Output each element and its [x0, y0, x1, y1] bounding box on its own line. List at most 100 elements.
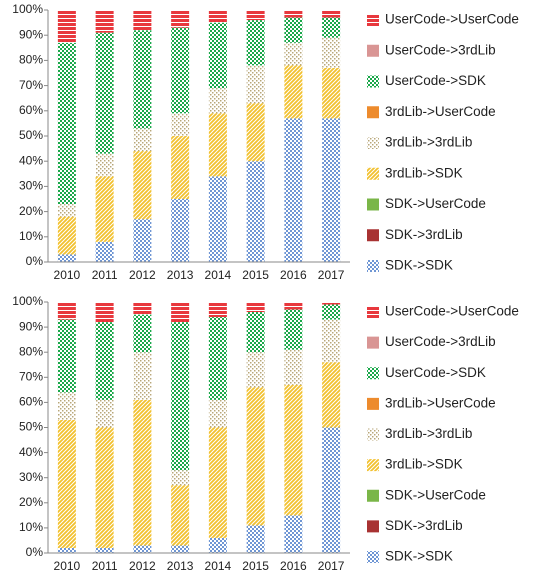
bar-segment — [57, 254, 76, 262]
bar-segment — [208, 302, 227, 318]
bar-segment — [284, 65, 303, 119]
bar-segment — [208, 113, 227, 177]
legend-swatch — [367, 336, 379, 349]
bar-segment — [133, 545, 152, 553]
x-tick-label: 2012 — [129, 559, 156, 573]
legend-label: 3rdLib->SDK — [385, 165, 463, 180]
bar-segment — [57, 42, 76, 205]
bar-segment — [57, 419, 76, 548]
bar-segment — [284, 309, 303, 350]
x-tick-label: 2013 — [167, 559, 194, 573]
legend-swatch — [367, 459, 379, 472]
x-tick-label: 2014 — [205, 559, 232, 573]
bar-segment — [133, 302, 152, 315]
bar-segment — [171, 470, 190, 486]
legend-swatch — [367, 106, 379, 119]
bar-segment — [95, 241, 114, 262]
bar-segment — [284, 349, 303, 385]
y-tick-label: 30% — [19, 179, 43, 193]
bar-segment — [133, 399, 152, 546]
x-tick-label: 2013 — [167, 268, 194, 282]
bar-segment — [95, 399, 114, 428]
bar-segment — [322, 10, 341, 18]
bar-segment — [322, 17, 341, 38]
x-tick-label: 2010 — [54, 268, 81, 282]
bar-segment — [284, 42, 303, 66]
bar-segment — [57, 392, 76, 420]
legend-swatch — [367, 198, 379, 211]
bar-segment — [171, 27, 190, 114]
legend-swatch — [367, 397, 379, 410]
y-tick-label: 10% — [19, 520, 43, 534]
legend-label: 3rdLib->3rdLib — [385, 426, 472, 441]
bar-segment — [246, 302, 265, 313]
bar-segment — [57, 10, 76, 43]
legend-label: SDK->SDK — [385, 549, 453, 564]
bar-segment — [171, 545, 190, 553]
x-tick-label: 2017 — [318, 268, 345, 282]
bar-segment — [57, 319, 76, 393]
x-tick-label: 2012 — [129, 268, 156, 282]
bar-segment — [95, 547, 114, 553]
bar-segment — [95, 176, 114, 242]
bar-segment — [171, 113, 190, 136]
bar-segment — [133, 10, 152, 31]
x-tick-label: 2015 — [242, 559, 269, 573]
bar-segment — [57, 204, 76, 217]
bar-segment — [171, 302, 190, 323]
bar-segment — [208, 427, 227, 538]
bar-segment — [284, 302, 303, 310]
y-tick-label: 20% — [19, 495, 43, 509]
legend-swatch — [367, 137, 379, 149]
bar-segment — [171, 136, 190, 199]
legend-swatch — [367, 75, 379, 88]
y-tick-label: 20% — [19, 204, 43, 218]
bar-segment — [322, 67, 341, 119]
legend-swatch — [367, 167, 379, 180]
bar-segment — [208, 88, 227, 114]
y-tick-label: 0% — [26, 254, 44, 268]
legend-swatch — [367, 306, 379, 318]
bar-segment — [246, 10, 265, 21]
bar-segment — [246, 387, 265, 526]
y-tick-label: 40% — [19, 153, 43, 167]
bar-segment — [171, 10, 190, 28]
bar-segment — [133, 128, 152, 152]
legend-swatch — [367, 44, 379, 57]
legend-label: SDK->3rdLib — [385, 518, 463, 533]
bar-segment — [95, 302, 114, 323]
y-tick-label: 0% — [26, 545, 44, 559]
bar-segment — [133, 30, 152, 129]
bar-segment — [246, 161, 265, 262]
bar-segment — [322, 302, 341, 305]
legend-swatch — [367, 367, 379, 380]
legend-label: SDK->UserCode — [385, 487, 486, 502]
legend-label: 3rdLib->3rdLib — [385, 135, 472, 150]
y-tick-label: 60% — [19, 395, 43, 409]
legend-label: 3rdLib->UserCode — [385, 395, 496, 410]
y-tick-label: 70% — [19, 369, 43, 383]
legend-label: SDK->SDK — [385, 258, 453, 273]
x-tick-label: 2017 — [318, 559, 345, 573]
bar-segment — [171, 199, 190, 262]
legend-swatch — [367, 428, 379, 441]
bar-segment — [246, 352, 265, 388]
x-tick-label: 2011 — [92, 559, 118, 573]
y-tick-label: 100% — [12, 2, 43, 16]
y-tick-label: 30% — [19, 470, 43, 484]
y-tick-label: 80% — [19, 53, 43, 67]
bar-segment — [284, 10, 303, 18]
legend-swatch — [367, 14, 379, 26]
bar-segment — [57, 302, 76, 320]
legend-label: 3rdLib->SDK — [385, 457, 463, 472]
bar-segment — [208, 22, 227, 89]
y-tick-label: 70% — [19, 78, 43, 92]
bar-segment — [246, 103, 265, 162]
legend-label: UserCode->SDK — [385, 365, 486, 380]
x-tick-label: 2014 — [205, 268, 232, 282]
bar-segment — [208, 399, 227, 428]
y-tick-label: 60% — [19, 103, 43, 117]
bar-segment — [95, 32, 114, 154]
bar-segment — [208, 10, 227, 23]
bar-segment — [284, 17, 303, 43]
